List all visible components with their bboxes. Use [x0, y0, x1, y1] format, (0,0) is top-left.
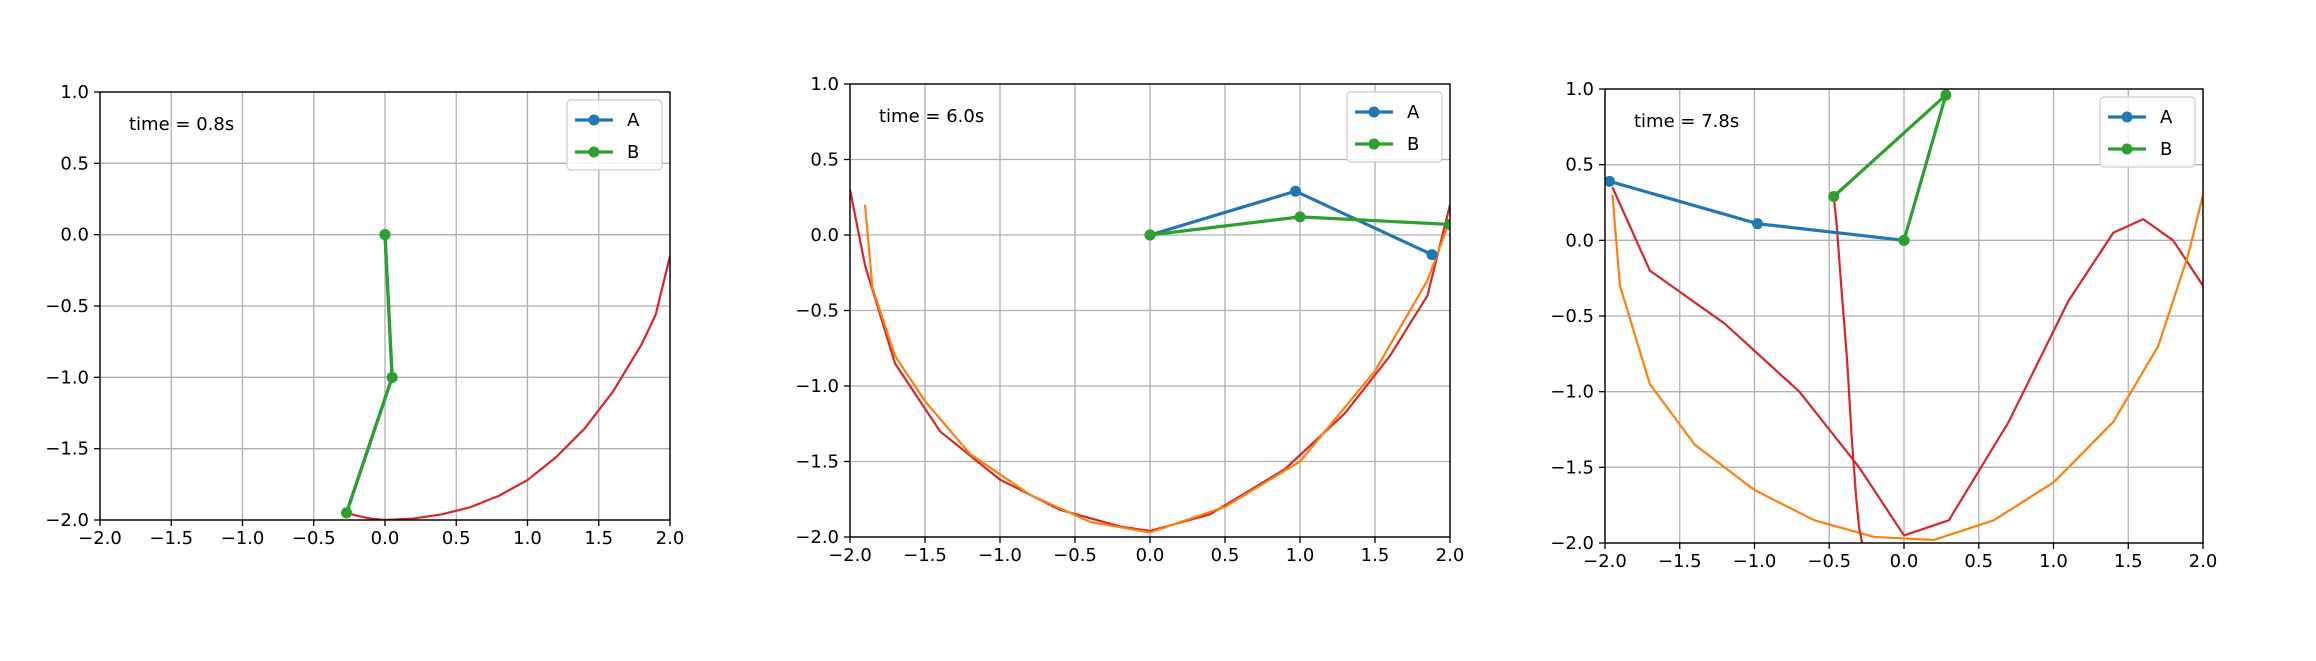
plot-area — [341, 229, 670, 520]
x-tick-label: −1.5 — [903, 545, 947, 566]
x-tick-label: 0.0 — [371, 528, 400, 549]
series-point-A — [1751, 218, 1763, 230]
y-tick-label: 0.0 — [1565, 230, 1594, 251]
y-tick-label: 1.0 — [60, 82, 89, 103]
y-tick-label: −1.5 — [1550, 457, 1594, 478]
y-tick-label: −1.0 — [1550, 382, 1594, 403]
x-tick-label: −1.0 — [1733, 551, 1777, 572]
time-annotation: time = 7.8s — [1634, 111, 1739, 132]
x-tick-label: 1.0 — [1286, 545, 1315, 566]
legend-label-B: B — [1407, 134, 1419, 155]
series-point-B — [1144, 229, 1156, 241]
x-tick-label: 1.0 — [513, 528, 542, 549]
series-point-B — [341, 507, 353, 519]
y-tick-label: 0.5 — [60, 153, 89, 174]
legend-label-B: B — [627, 142, 639, 163]
x-tick-label: 2.0 — [2189, 551, 2218, 572]
y-tick-label: −1.5 — [45, 439, 89, 460]
x-tick-label: 1.5 — [1361, 545, 1390, 566]
series-point-B — [1898, 234, 1910, 246]
x-tick-label: −2.0 — [1583, 551, 1627, 572]
series-point-B — [1444, 218, 1450, 230]
x-tick-label: −0.5 — [1807, 551, 1851, 572]
x-tick-label: 1.5 — [2114, 551, 2143, 572]
series-point-A — [1426, 249, 1438, 261]
y-tick-label: −2.0 — [45, 510, 89, 531]
trajectory-trace — [863, 204, 1450, 534]
y-tick-label: −1.5 — [795, 452, 839, 473]
time-annotation: time = 0.8s — [129, 114, 234, 135]
x-tick-label: 0.5 — [1964, 551, 1993, 572]
y-tick-label: −2.0 — [795, 527, 839, 548]
x-tick-label: 0.5 — [1211, 545, 1240, 566]
x-tick-label: −0.5 — [1053, 545, 1097, 566]
legend-marker-A — [588, 114, 600, 126]
x-tick-label: 0.5 — [442, 528, 471, 549]
x-tick-label: 2.0 — [1436, 545, 1465, 566]
chart-panel-3: −2.0 −1.5 −1.0 −0.5 0.0 0.5 1.0 1.5 2.0 1.0 0.5 0.0… — [1550, 79, 2217, 572]
y-tick-label: 1.0 — [1565, 79, 1594, 100]
x-tick-label: 0.0 — [1136, 545, 1165, 566]
legend-marker-B — [588, 146, 600, 158]
series-line-A — [1609, 179, 1905, 242]
chart-panel-1: −2.0 −1.5 −1.0 −0.5 0.0 0.5 1.0 1.5 2.0 1.0 0.5 0.0… — [45, 82, 684, 549]
trajectory-trace — [1611, 194, 2203, 542]
series-point-B — [386, 371, 398, 383]
legend-label-A: A — [2160, 107, 2173, 128]
x-tick-label: −1.0 — [221, 528, 265, 549]
legend: AB — [1346, 91, 1443, 163]
legend-marker-A — [1368, 106, 1380, 118]
y-tick-label: −0.5 — [795, 301, 839, 322]
x-tick-label: 2.0 — [656, 528, 685, 549]
x-tick-label: −1.5 — [149, 528, 193, 549]
y-tick-label: 0.0 — [810, 225, 839, 246]
legend-marker-B — [1368, 138, 1380, 150]
series-point-B — [1294, 211, 1306, 223]
x-tick-label: −2.0 — [78, 528, 122, 549]
y-tick-label: 0.5 — [1565, 155, 1594, 176]
series-point-B — [379, 229, 391, 241]
plot-area — [850, 185, 1450, 534]
y-tick-label: 0.5 — [810, 150, 839, 171]
series-point-A — [1605, 175, 1615, 187]
plot-area — [1605, 89, 2203, 543]
y-tick-label: 0.0 — [60, 225, 89, 246]
y-tick-label: −2.0 — [1550, 533, 1594, 554]
y-tick-label: −1.0 — [795, 376, 839, 397]
x-tick-label: −1.0 — [978, 545, 1022, 566]
x-tick-label: −2.0 — [828, 545, 872, 566]
x-tick-label: −1.5 — [1658, 551, 1702, 572]
legend-box — [1346, 91, 1443, 163]
x-tick-label: 0.0 — [1890, 551, 1919, 572]
x-tick-label: 1.5 — [584, 528, 613, 549]
legend-marker-A — [2121, 111, 2133, 123]
trajectory-trace — [341, 255, 670, 520]
y-tick-label: −1.0 — [45, 367, 89, 388]
y-tick-label: −0.5 — [1550, 306, 1594, 327]
chart-panel-2: −2.0 −1.5 −1.0 −0.5 0.0 0.5 1.0 1.5 2.0 1.0 0.5 0.0… — [795, 74, 1464, 566]
y-tick-label: −0.5 — [45, 296, 89, 317]
legend: AB — [2099, 96, 2196, 168]
legend-label-A: A — [1407, 102, 1420, 123]
legend-box — [566, 99, 663, 171]
legend-label-A: A — [627, 110, 640, 131]
x-tick-label: −0.5 — [292, 528, 336, 549]
time-annotation: time = 6.0s — [879, 106, 984, 127]
series-point-B — [1828, 190, 1840, 202]
trajectory-trace — [1611, 186, 2203, 537]
series-point-B — [1940, 89, 1952, 101]
legend: AB — [566, 99, 663, 171]
y-tick-label: 1.0 — [810, 74, 839, 95]
legend-label-B: B — [2160, 139, 2172, 160]
legend-box — [2099, 96, 2196, 168]
trajectory-trace — [850, 189, 1450, 533]
trajectory-trace — [1832, 196, 1864, 543]
series-line-B — [1832, 90, 1949, 241]
legend-marker-B — [2121, 143, 2133, 155]
x-tick-label: 1.0 — [2039, 551, 2068, 572]
series-point-A — [1290, 185, 1301, 197]
